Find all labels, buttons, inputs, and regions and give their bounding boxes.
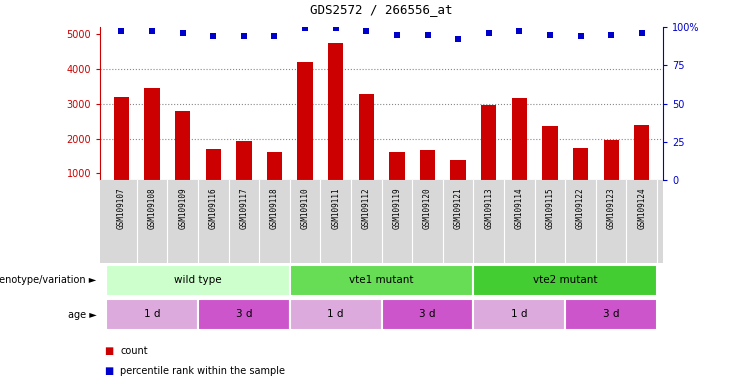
Bar bbox=[542, 126, 558, 180]
Text: 1 d: 1 d bbox=[144, 309, 160, 319]
Bar bbox=[206, 149, 221, 180]
Point bbox=[299, 25, 311, 31]
Text: ■: ■ bbox=[104, 346, 113, 356]
Text: count: count bbox=[120, 346, 147, 356]
Text: GSM109121: GSM109121 bbox=[453, 187, 462, 229]
Point bbox=[391, 31, 403, 38]
Bar bbox=[297, 63, 313, 180]
Point bbox=[605, 31, 617, 38]
Bar bbox=[236, 141, 251, 180]
Point bbox=[116, 28, 127, 35]
Point bbox=[330, 25, 342, 31]
Point bbox=[636, 30, 648, 36]
Text: GSM109122: GSM109122 bbox=[576, 187, 585, 229]
Bar bbox=[290, 300, 382, 330]
Text: wild type: wild type bbox=[174, 275, 222, 285]
Point bbox=[483, 30, 495, 36]
Point bbox=[544, 31, 556, 38]
Point bbox=[422, 31, 433, 38]
Text: vte1 mutant: vte1 mutant bbox=[349, 275, 414, 285]
Bar bbox=[198, 300, 290, 330]
Text: GSM109108: GSM109108 bbox=[147, 187, 156, 229]
Bar bbox=[290, 265, 473, 296]
Point bbox=[514, 28, 525, 35]
Text: vte2 mutant: vte2 mutant bbox=[533, 275, 597, 285]
Bar bbox=[603, 140, 619, 180]
Text: GSM109120: GSM109120 bbox=[423, 187, 432, 229]
Text: GDS2572 / 266556_at: GDS2572 / 266556_at bbox=[310, 3, 453, 16]
Bar bbox=[106, 265, 290, 296]
Point bbox=[146, 28, 158, 35]
Text: GSM109118: GSM109118 bbox=[270, 187, 279, 229]
Bar bbox=[175, 111, 190, 180]
Point bbox=[207, 33, 219, 39]
Text: 3 d: 3 d bbox=[603, 309, 619, 319]
Text: GSM109116: GSM109116 bbox=[209, 187, 218, 229]
Bar bbox=[382, 300, 473, 330]
Point bbox=[177, 30, 189, 36]
Text: GSM109114: GSM109114 bbox=[515, 187, 524, 229]
Bar bbox=[573, 148, 588, 180]
Bar bbox=[267, 152, 282, 180]
Point bbox=[268, 33, 280, 39]
Text: GSM109124: GSM109124 bbox=[637, 187, 646, 229]
Point bbox=[452, 36, 464, 42]
Text: 1 d: 1 d bbox=[328, 309, 344, 319]
Text: percentile rank within the sample: percentile rank within the sample bbox=[120, 366, 285, 376]
Bar bbox=[106, 300, 198, 330]
Text: GSM109107: GSM109107 bbox=[117, 187, 126, 229]
Bar bbox=[328, 43, 343, 180]
Text: genotype/variation ►: genotype/variation ► bbox=[0, 275, 96, 285]
Point bbox=[574, 33, 586, 39]
Bar bbox=[114, 98, 129, 180]
Text: 1 d: 1 d bbox=[511, 309, 528, 319]
Bar bbox=[451, 160, 466, 180]
Text: GSM109123: GSM109123 bbox=[607, 187, 616, 229]
Point bbox=[238, 33, 250, 39]
Bar bbox=[565, 300, 657, 330]
Bar bbox=[359, 94, 374, 180]
Text: 3 d: 3 d bbox=[419, 309, 436, 319]
Bar bbox=[420, 150, 435, 180]
Text: GSM109111: GSM109111 bbox=[331, 187, 340, 229]
Text: GSM109110: GSM109110 bbox=[301, 187, 310, 229]
Text: GSM109109: GSM109109 bbox=[178, 187, 187, 229]
Text: ■: ■ bbox=[104, 366, 113, 376]
Text: age ►: age ► bbox=[67, 310, 96, 320]
Text: GSM109113: GSM109113 bbox=[484, 187, 494, 229]
Point bbox=[360, 28, 372, 35]
Bar bbox=[481, 105, 496, 180]
Text: GSM109115: GSM109115 bbox=[545, 187, 554, 229]
Text: GSM109112: GSM109112 bbox=[362, 187, 370, 229]
Bar bbox=[144, 88, 160, 180]
Text: 3 d: 3 d bbox=[236, 309, 252, 319]
Bar bbox=[473, 300, 565, 330]
Bar bbox=[389, 152, 405, 180]
Bar bbox=[512, 98, 527, 180]
Bar bbox=[634, 125, 649, 180]
Bar bbox=[473, 265, 657, 296]
Text: GSM109119: GSM109119 bbox=[393, 187, 402, 229]
Text: GSM109117: GSM109117 bbox=[239, 187, 248, 229]
